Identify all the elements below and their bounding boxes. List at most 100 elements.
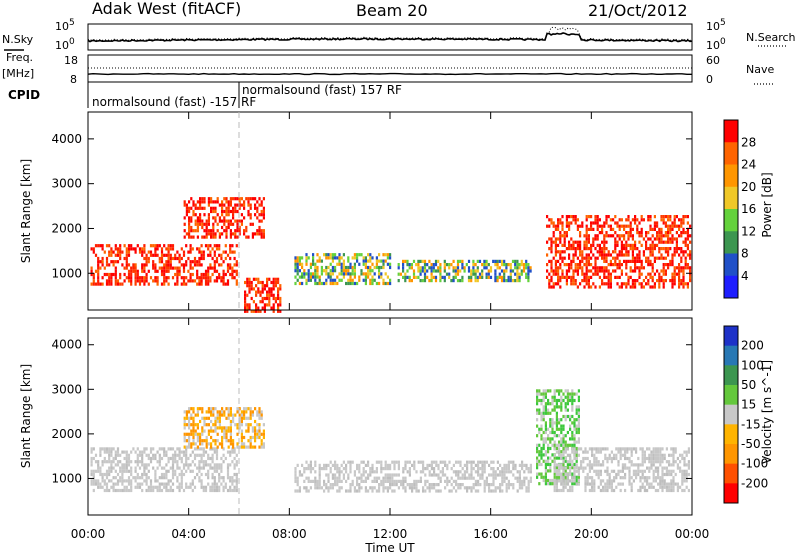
data-cell [490,489,493,493]
data-cell [421,279,424,283]
data-cell [225,435,228,440]
data-cell [470,463,473,467]
data-cell [298,269,301,273]
data-cell [443,269,446,273]
data-cell [583,247,586,251]
data-cell [215,256,219,261]
data-cell [616,221,619,225]
data-cell [575,453,578,457]
data-cell [444,486,447,490]
data-cell [674,472,677,477]
data-cell [382,253,385,257]
data-cell [373,479,376,483]
data-cell [583,285,586,289]
data-cell [494,269,497,273]
data-cell [670,447,673,451]
data-cell [188,442,191,446]
data-cell [198,479,201,483]
data-cell [223,197,226,201]
data-cell [303,275,306,279]
data-cell [555,472,558,477]
data-cell [156,276,159,280]
data-cell [550,259,553,263]
data-cell [378,460,381,464]
data-cell [389,479,392,483]
data-cell [406,470,409,474]
data-cell [687,460,690,464]
data-cell [477,473,480,477]
data-cell [561,272,564,276]
data-cell [467,269,471,273]
data-cell [544,395,547,399]
data-cell [631,243,634,247]
data-cell [92,247,95,251]
data-cell [263,306,266,310]
data-cell [254,445,257,449]
data-cell [507,483,510,487]
data-cell [682,221,685,225]
data-cell [138,250,142,254]
data-cell [209,244,212,248]
data-cell [158,485,161,489]
data-cell [437,463,440,467]
data-cell [213,476,216,480]
data-cell [393,473,396,477]
data-cell [618,224,621,228]
data-cell [369,281,372,286]
data-cell [136,272,139,277]
data-cell [617,482,620,486]
data-cell [196,216,199,220]
data-cell [560,424,563,428]
data-cell [586,450,589,454]
data-cell [99,453,102,457]
data-cell [555,485,558,489]
data-cell [156,269,159,273]
data-cell [575,475,578,479]
data-cell [619,476,622,480]
data-cell [141,450,144,454]
data-cell [581,272,584,276]
data-cell [336,262,339,266]
colorbar-tick-label: 28 [741,135,756,149]
data-cell [521,467,524,471]
data-cell [538,462,541,467]
data-cell [244,300,247,304]
data-cell [553,398,556,403]
data-cell [658,282,661,286]
data-cell [680,224,683,228]
data-cell [585,224,588,228]
data-cell [609,227,612,231]
data-cell [448,489,451,493]
data-cell [560,482,563,486]
data-cell [349,483,352,487]
data-cell [143,256,146,261]
data-cell [138,247,142,251]
data-cell [575,411,578,415]
data-cell [577,421,580,425]
data-cell [119,460,122,464]
data-cell [620,272,623,276]
data-cell [225,206,228,210]
data-cell [277,290,280,294]
data-cell [587,215,590,219]
data-cell [542,392,545,396]
data-cell [261,280,264,285]
data-cell [559,285,562,289]
data-cell [662,256,665,260]
data-cell [169,253,172,257]
data-cell [125,256,128,261]
data-cell [437,269,440,273]
data-cell [101,256,104,261]
data-cell [334,278,337,282]
data-cell [625,282,628,286]
data-cell [207,416,210,420]
data-cell [481,275,484,279]
data-cell [557,221,560,225]
data-cell [569,424,572,428]
data-cell [260,235,263,239]
data-cell [256,232,259,236]
data-cell [384,253,387,257]
data-cell [194,442,197,446]
data-cell [318,467,321,471]
data-cell [198,260,201,264]
